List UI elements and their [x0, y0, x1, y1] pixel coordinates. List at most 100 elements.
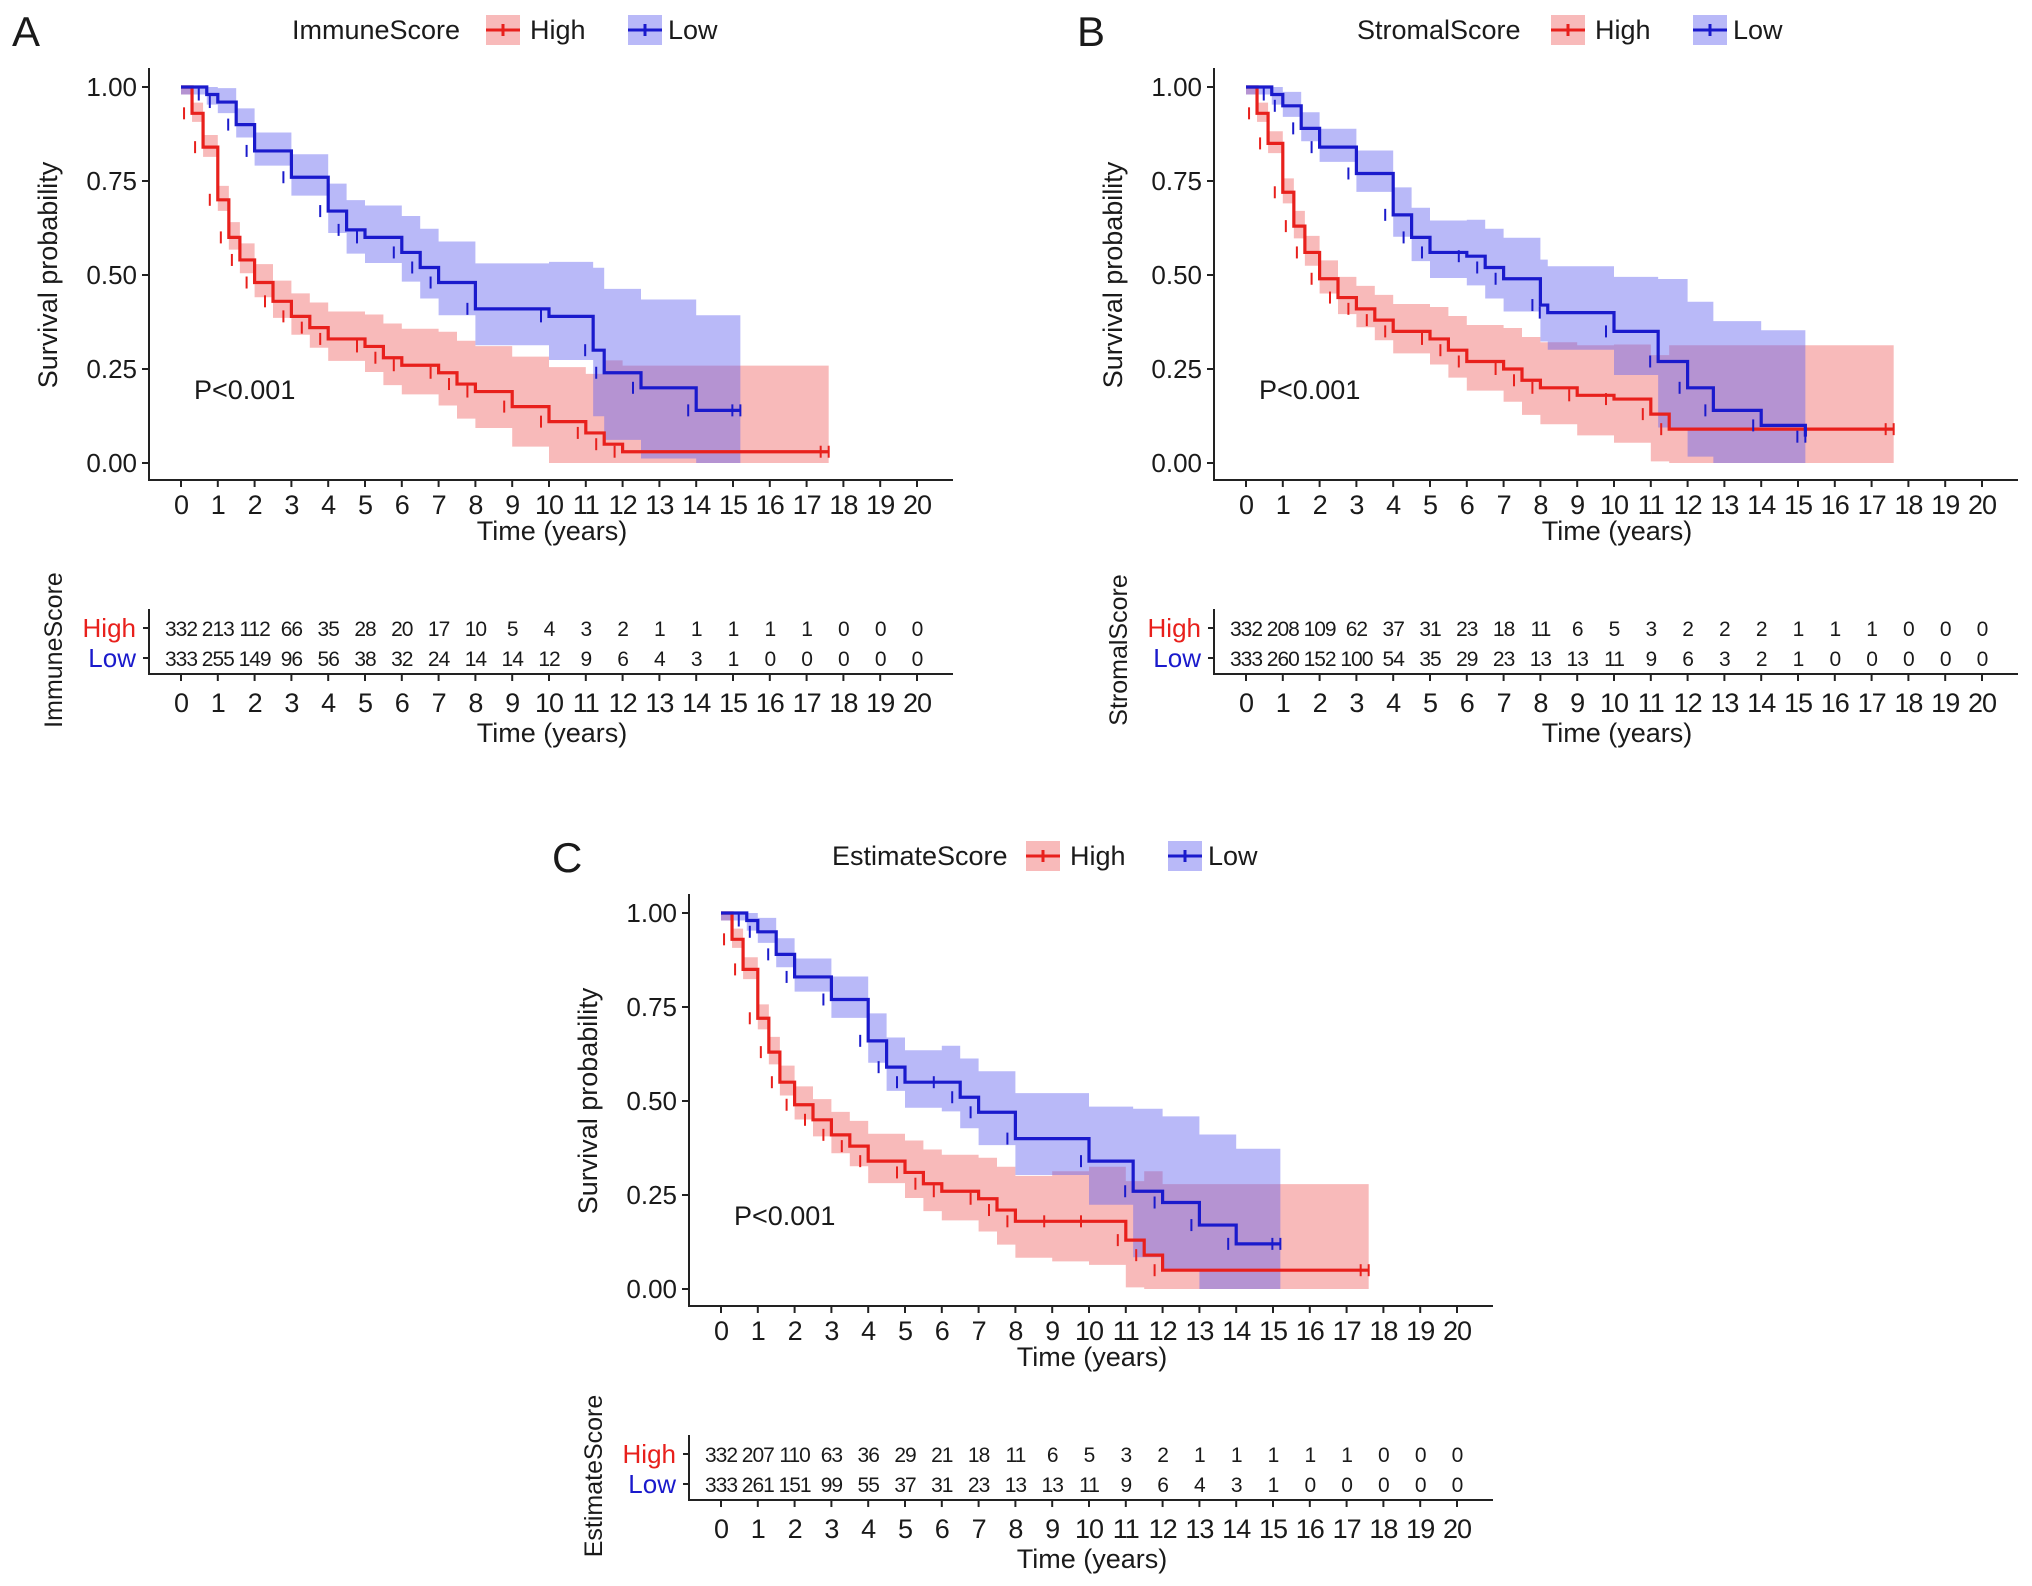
y-tick-label: 0.25	[626, 1180, 677, 1210]
x-tick-label: 17	[793, 490, 821, 520]
x-tick-label: 18	[1894, 490, 1922, 520]
y-tick-label: 1.00	[626, 898, 677, 928]
risk-x-tick-label: 1	[751, 1514, 765, 1544]
risk-x-tick-label: 16	[1821, 688, 1849, 718]
risk-count: 100	[1340, 648, 1372, 671]
risk-count: 14	[502, 648, 525, 671]
legend-label-low: Low	[1208, 841, 1258, 871]
risk-count: 260	[1267, 648, 1299, 671]
risk-x-tick-label: 17	[1858, 688, 1886, 718]
risk-count: 1	[728, 618, 739, 641]
risk-count: 0	[1452, 1444, 1463, 1467]
y-axis-title: Survival probability	[1098, 161, 1128, 388]
risk-count: 11	[1604, 648, 1624, 671]
risk-count: 0	[1378, 1474, 1389, 1497]
risk-count: 11	[1005, 1444, 1025, 1467]
risk-count: 152	[1304, 648, 1336, 671]
risk-x-tick-label: 13	[645, 688, 673, 718]
x-tick-label: 12	[1149, 1316, 1177, 1346]
x-tick-label: 9	[505, 490, 519, 520]
risk-count: 1	[654, 618, 665, 641]
x-tick-label: 10	[535, 490, 563, 520]
risk-row-label-low: Low	[88, 643, 136, 673]
risk-count: 1	[728, 648, 739, 671]
risk-count: 96	[281, 648, 303, 671]
risk-count: 1	[1341, 1444, 1352, 1467]
risk-table-title: StromalScore	[1105, 574, 1133, 725]
risk-count: 2	[1719, 618, 1730, 641]
x-tick-label: 16	[756, 490, 784, 520]
x-tick-label: 0	[714, 1316, 728, 1346]
x-tick-label: 5	[898, 1316, 912, 1346]
risk-count: 3	[580, 618, 591, 641]
risk-x-tick-label: 16	[756, 688, 784, 718]
y-tick-label: 0.50	[1151, 260, 1202, 290]
risk-table-x-title: Time (years)	[477, 718, 628, 748]
risk-x-tick-label: 9	[505, 688, 519, 718]
x-tick-label: 16	[1821, 490, 1849, 520]
risk-count: 255	[202, 648, 234, 671]
risk-count: 9	[1120, 1474, 1131, 1497]
ci-band-low	[181, 87, 741, 463]
x-tick-label: 17	[1858, 490, 1886, 520]
risk-x-tick-label: 4	[1386, 688, 1401, 718]
risk-row-label-low: Low	[628, 1469, 676, 1499]
risk-x-tick-label: 11	[573, 688, 599, 718]
risk-x-tick-label: 14	[1747, 688, 1776, 718]
x-tick-label: 19	[866, 490, 894, 520]
risk-count: 5	[507, 618, 518, 641]
risk-count: 6	[1047, 1444, 1058, 1467]
survival-curve-low	[181, 85, 741, 412]
y-tick-label: 0.75	[1151, 166, 1202, 196]
risk-count: 18	[968, 1444, 990, 1467]
risk-count: 332	[165, 618, 197, 641]
risk-x-tick-label: 5	[358, 688, 372, 718]
risk-x-tick-label: 8	[1533, 688, 1547, 718]
x-tick-label: 4	[321, 490, 336, 520]
risk-count: 1	[1268, 1444, 1279, 1467]
survival-curve-low	[721, 911, 1281, 1246]
y-tick-label: 0.50	[626, 1086, 677, 1116]
risk-x-tick-label: 6	[935, 1514, 949, 1544]
risk-x-tick-label: 10	[1075, 1514, 1103, 1544]
risk-x-tick-label: 15	[1784, 688, 1812, 718]
survival-curve-low	[1246, 85, 1807, 437]
risk-count: 0	[1866, 648, 1877, 671]
risk-count: 109	[1304, 618, 1336, 641]
x-tick-label: 7	[1497, 490, 1511, 520]
risk-table-title: EstimateScore	[580, 1395, 608, 1558]
legend-title: StromalScore	[1357, 15, 1521, 45]
risk-x-tick-label: 19	[1931, 688, 1959, 718]
risk-x-tick-label: 3	[284, 688, 298, 718]
risk-row-label-high: High	[1148, 613, 1201, 643]
risk-table-x-title: Time (years)	[1017, 1544, 1168, 1574]
risk-count: 0	[1378, 1444, 1389, 1467]
survival-curve-high	[181, 85, 829, 454]
x-tick-label: 9	[1570, 490, 1584, 520]
risk-count: 149	[239, 648, 271, 671]
risk-count: 0	[1977, 648, 1988, 671]
x-tick-label: 6	[1460, 490, 1474, 520]
risk-count: 3	[1120, 1444, 1131, 1467]
risk-count: 332	[705, 1444, 737, 1467]
survival-curve-high	[721, 911, 1369, 1272]
risk-x-tick-label: 2	[788, 1514, 802, 1544]
x-tick-label: 15	[1259, 1316, 1287, 1346]
risk-count: 0	[912, 618, 923, 641]
risk-count: 23	[1493, 648, 1515, 671]
x-tick-label: 2	[248, 490, 262, 520]
y-tick-label: 0.75	[626, 992, 677, 1022]
x-tick-label: 1	[751, 1316, 765, 1346]
y-tick-label: 0.25	[86, 354, 137, 384]
legend-label-low: Low	[1733, 15, 1783, 45]
risk-count: 151	[779, 1474, 811, 1497]
risk-count: 13	[1567, 648, 1589, 671]
risk-count: 5	[1609, 618, 1620, 641]
risk-count: 5	[1084, 1444, 1095, 1467]
legend-title: ImmuneScore	[292, 15, 460, 45]
y-tick-label: 0.00	[86, 448, 137, 478]
p-value: P<0.001	[1259, 375, 1360, 405]
risk-x-tick-label: 0	[714, 1514, 728, 1544]
risk-count: 1	[1268, 1474, 1279, 1497]
